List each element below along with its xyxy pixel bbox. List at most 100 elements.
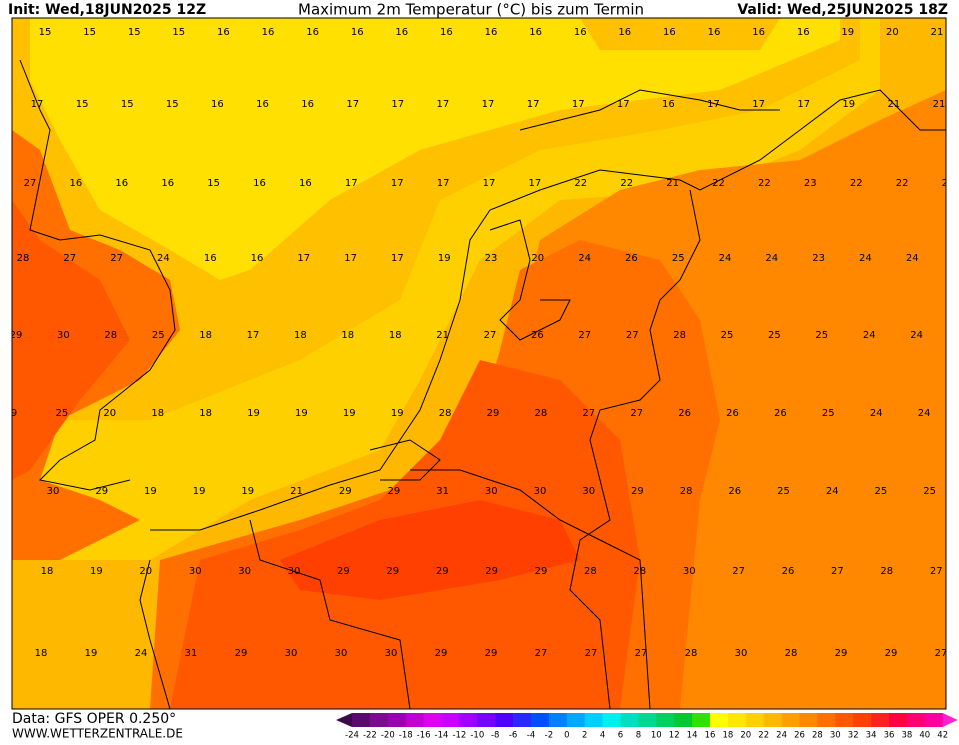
colorbar-label: -18 (399, 731, 413, 741)
grid-value: 18 (41, 566, 54, 577)
grid-value: 26 (728, 486, 741, 497)
site-name: WWW.WETTERZENTRALE.DE (12, 727, 183, 741)
grid-value: 17 (31, 99, 44, 110)
grid-value: 28 (633, 566, 646, 577)
map-frame (11, 17, 947, 710)
colorbar-bin (692, 713, 711, 727)
grid-value: 29 (485, 648, 498, 659)
grid-value: 17 (391, 178, 404, 189)
init-time: Init: Wed,18JUN2025 12Z (8, 2, 206, 18)
grid-value: 28 (104, 330, 117, 341)
grid-value: 25 (721, 330, 734, 341)
grid-value: 19 (391, 408, 404, 419)
grid-value: 27 (578, 330, 591, 341)
grid-value: 30 (47, 486, 60, 497)
map-field: 15 15 15 15 16 16 16 16 16 16 16 16 16 16 16 16 16 16 19 20… (12, 18, 955, 709)
grid-value: 29 (95, 486, 108, 497)
grid-value: 17 (572, 99, 585, 110)
grid-value: 16 (306, 27, 319, 38)
colorbar-label: 4 (600, 731, 605, 741)
colorbar-bin (871, 713, 890, 727)
grid-value: 18 (389, 330, 402, 341)
colorbar-bin (423, 713, 442, 727)
grid-value: 25 (875, 486, 888, 497)
grid-value: 19 (842, 99, 855, 110)
grid-value: 29 (631, 486, 644, 497)
colorbar-label: 42 (937, 731, 948, 741)
grid-value: 28 (680, 486, 693, 497)
grid-value: 29 (235, 648, 248, 659)
grid-value: 24 (765, 253, 778, 264)
colorbar-label: -10 (470, 731, 484, 741)
grid-value: 16 (251, 253, 264, 264)
data-source: Data: GFS OPER 0.250° (12, 711, 176, 727)
grid-value: 24 (859, 253, 872, 264)
grid-value: 18 (199, 330, 212, 341)
grid-value: 17 (247, 330, 260, 341)
colorbar-bin (477, 713, 496, 727)
colorbar-label: -12 (452, 731, 466, 741)
colorbar-bin (763, 713, 782, 727)
field-30 (280, 500, 580, 600)
grid-value: 19 (241, 486, 254, 497)
grid-value: 19 (295, 408, 308, 419)
grid-value: 19 (85, 648, 98, 659)
colorbar-label: 22 (758, 731, 769, 741)
grid-value: 26 (726, 408, 739, 419)
colorbar-label: -14 (435, 731, 449, 741)
grid-value: 16 (440, 27, 453, 38)
colorbar-label: -6 (509, 731, 517, 741)
grid-value: 16 (70, 178, 83, 189)
grid-value: 20 (139, 566, 152, 577)
grid-value: 21 (436, 330, 449, 341)
colorbar-bin (638, 713, 657, 727)
grid-value: 16 (204, 253, 217, 264)
grid-value: 30 (288, 566, 301, 577)
colorbar-label: 40 (919, 731, 930, 741)
colorbar-bin (727, 713, 747, 727)
grid-value: 17 (707, 99, 720, 110)
colorbar-bin (352, 713, 371, 727)
grid-value: 24 (157, 253, 170, 264)
grid-value: 24 (719, 253, 732, 264)
grid-value: 16 (217, 27, 230, 38)
grid-value: 27 (831, 566, 844, 577)
grid-value: 18 (35, 648, 48, 659)
grid-value: 16 (262, 27, 275, 38)
colorbar-bin (513, 713, 532, 727)
grid-value: 27 (110, 253, 123, 264)
grid-value: 29 (485, 566, 498, 577)
grid-value: 16 (253, 178, 266, 189)
grid-value: 20 (886, 27, 899, 38)
grid-value: 29 (487, 408, 500, 419)
grid-value: 16 (574, 27, 587, 38)
grid-value: 16 (301, 99, 314, 110)
grid-value: 19 (90, 566, 103, 577)
colorbar-arrow-high (942, 713, 958, 727)
grid-value: 28 (535, 408, 548, 419)
grid-value: 17 (437, 99, 450, 110)
colorbar-bin (387, 713, 406, 727)
colorbar-label: -4 (527, 731, 535, 741)
grid-value: 24 (942, 178, 955, 189)
grid-value: 24 (870, 408, 883, 419)
grid-value: 16 (395, 27, 408, 38)
grid-value: 31 (436, 486, 449, 497)
grid-value: 16 (299, 178, 312, 189)
grid-value: 19 (247, 408, 260, 419)
colorbar-bin (620, 713, 639, 727)
grid-value: 22 (712, 178, 725, 189)
grid-value: 26 (625, 253, 638, 264)
grid-value: 24 (135, 648, 148, 659)
colorbar-label: 8 (636, 731, 641, 741)
grid-value: 15 (83, 27, 96, 38)
grid-value: 29 (435, 648, 448, 659)
grid-value: 25 (56, 408, 69, 419)
grid-value: 28 (17, 253, 30, 264)
grid-value: 29 (386, 566, 399, 577)
colorbar-label: 18 (722, 731, 733, 741)
grid-value: 27 (630, 408, 643, 419)
coastlines (19, 59, 946, 709)
colorbar-bin (656, 713, 675, 727)
colorbar-label: -2 (545, 731, 553, 741)
